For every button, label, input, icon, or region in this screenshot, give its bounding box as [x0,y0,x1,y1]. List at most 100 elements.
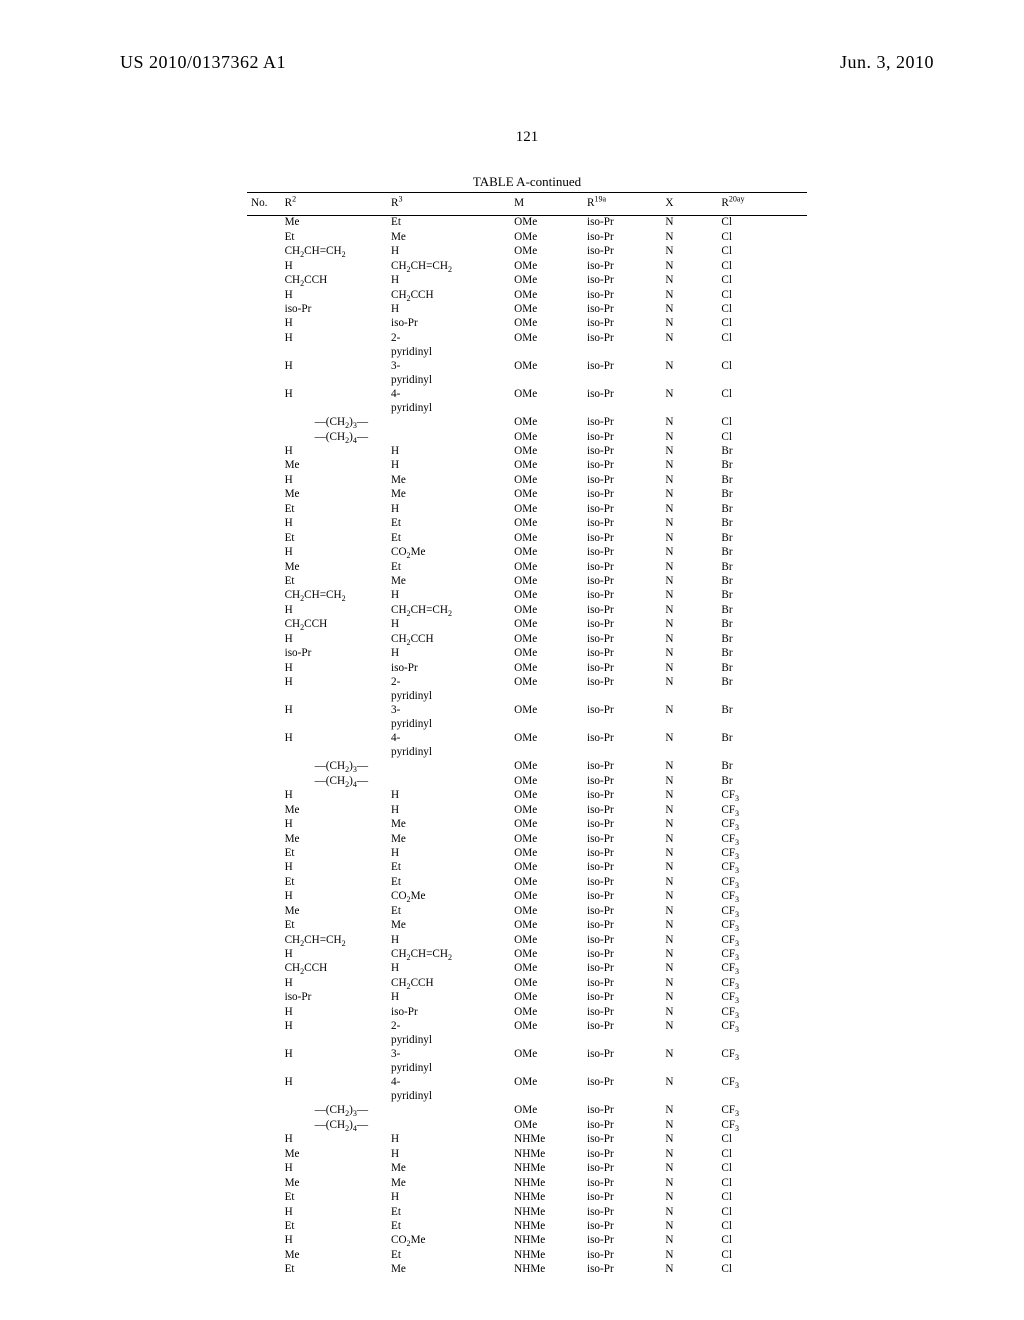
cell-no [247,1147,281,1161]
table-row: Hiso-PrOMeiso-PrNBr [247,661,807,675]
table-row: CH2CH=CH2HOMeiso-PrNCF3 [247,933,807,947]
cell-no [247,245,281,259]
cell-x: N [661,560,717,574]
cell-r20: CF3 [717,1104,807,1118]
cell-x: N [661,1133,717,1147]
cell-r19: iso-Pr [583,445,661,459]
cell-x: N [661,1176,717,1190]
cell-r2: H [281,676,387,704]
cell-r2: H [281,1005,387,1019]
cell-m: OMe [510,732,583,760]
cell-r3: H [387,1147,510,1161]
cell-r19: iso-Pr [583,560,661,574]
cell-no [247,847,281,861]
cell-m: OMe [510,488,583,502]
cell-m: NHMe [510,1220,583,1234]
cell-r2: H [281,861,387,875]
cell-r19: iso-Pr [583,803,661,817]
cell-x: N [661,317,717,331]
cell-r3: Me [387,1263,510,1277]
cell-r2: H [281,1162,387,1176]
cell-r3: Me [387,919,510,933]
cell-no [247,388,281,416]
cell-r2: H [281,360,387,388]
cell-m: OMe [510,789,583,803]
cell-r2r3-merged: —(CH2)4— [281,774,511,788]
cell-r3: Me [387,474,510,488]
cell-r20: Br [717,488,807,502]
table-row: H3-pyridinylOMeiso-PrNCl [247,360,807,388]
cell-r2: H [281,1020,387,1048]
cell-no [247,618,281,632]
cell-x: N [661,1104,717,1118]
table-row: —(CH2)3—OMeiso-PrNBr [247,760,807,774]
cell-no [247,647,281,661]
cell-r19: iso-Pr [583,774,661,788]
cell-m: OMe [510,288,583,302]
cell-r3: iso-Pr [387,661,510,675]
cell-r19: iso-Pr [583,1119,661,1133]
cell-r2r3-merged: —(CH2)3— [281,760,511,774]
table-row: Hiso-PrOMeiso-PrNCl [247,317,807,331]
cell-no [247,861,281,875]
cell-r20: Br [717,502,807,516]
cell-r2: H [281,704,387,732]
cell-x: N [661,991,717,1005]
table-row: H2-pyridinylOMeiso-PrNCl [247,332,807,360]
cell-m: OMe [510,991,583,1005]
table-body: MeEtOMeiso-PrNClEtMeOMeiso-PrNClCH2CH=CH… [247,216,807,1278]
cell-x: N [661,962,717,976]
cell-m: OMe [510,517,583,531]
cell-m: OMe [510,575,583,589]
cell-r3: CH2CH=CH2 [387,259,510,273]
cell-r3: Me [387,832,510,846]
cell-r3: 2-pyridinyl [387,332,510,360]
table-row: MeEtNHMeiso-PrNCl [247,1248,807,1262]
table-row: —(CH2)4—OMeiso-PrNCF3 [247,1119,807,1133]
table-row: CH2CCHHOMeiso-PrNCl [247,274,807,288]
cell-r2: H [281,317,387,331]
cell-r20: Cl [717,360,807,388]
cell-r2: CH2CH=CH2 [281,933,387,947]
cell-m: OMe [510,317,583,331]
cell-m: OMe [510,774,583,788]
cell-r2: Et [281,531,387,545]
cell-r2: Et [281,919,387,933]
cell-r3: H [387,274,510,288]
cell-r2: H [281,632,387,646]
cell-r20: CF3 [717,803,807,817]
cell-r19: iso-Pr [583,332,661,360]
cell-x: N [661,1205,717,1219]
cell-x: N [661,575,717,589]
cell-no [247,288,281,302]
cell-m: OMe [510,1104,583,1118]
cell-r2: H [281,789,387,803]
cell-no [247,732,281,760]
cell-r2r3-merged: —(CH2)4— [281,430,511,444]
cell-r3: H [387,962,510,976]
cell-r20: Cl [717,1147,807,1161]
cell-r3: H [387,1133,510,1147]
cell-r2: CH2CCH [281,618,387,632]
cell-r19: iso-Pr [583,1234,661,1248]
cell-r19: iso-Pr [583,474,661,488]
table-row: HHOMeiso-PrNBr [247,445,807,459]
cell-r19: iso-Pr [583,216,661,231]
table-row: EtMeNHMeiso-PrNCl [247,1263,807,1277]
cell-r2: Me [281,1147,387,1161]
cell-r19: iso-Pr [583,847,661,861]
cell-r3: CH2CH=CH2 [387,603,510,617]
table-row: EtMeOMeiso-PrNCF3 [247,919,807,933]
cell-m: OMe [510,1048,583,1076]
cell-no [247,948,281,962]
cell-r3: Et [387,861,510,875]
cell-r19: iso-Pr [583,977,661,991]
cell-r20: Br [717,546,807,560]
cell-r3: 2-pyridinyl [387,676,510,704]
cell-r20: Cl [717,332,807,360]
cell-no [247,1119,281,1133]
cell-r2r3-merged: —(CH2)3— [281,416,511,430]
cell-r3: 4-pyridinyl [387,388,510,416]
cell-m: OMe [510,832,583,846]
cell-r19: iso-Pr [583,1220,661,1234]
